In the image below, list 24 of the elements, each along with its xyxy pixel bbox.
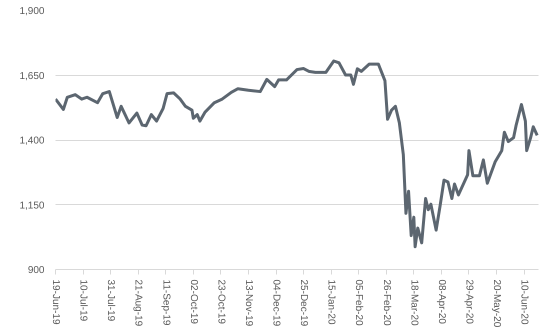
x-tick-label: 21-Aug-19 — [132, 280, 144, 327]
y-tick-label: 1,400 — [19, 136, 45, 146]
x-tick-label: 08-Apr-20 — [436, 280, 447, 324]
x-tick-label: 13-Nov-19 — [242, 280, 254, 327]
y-tick-label: 900 — [28, 265, 45, 276]
y-tick-label: 1,900 — [19, 6, 45, 17]
x-tick-label: 29-Apr-20 — [463, 280, 474, 324]
x-tick-label: 23-Oct-19 — [215, 280, 226, 324]
x-tick-label: 25-Dec-19 — [298, 280, 310, 327]
x-tick-label: 31-Jul-19 — [105, 280, 116, 322]
x-tick-label: 20-May-20 — [491, 280, 502, 328]
x-tick-label: 04-Dec-19 — [270, 280, 282, 327]
x-tick-label: 10-Jun-20 — [518, 280, 530, 325]
y-tick-label: 1,650 — [19, 70, 45, 82]
x-tick-label: 05-Feb-20 — [353, 280, 364, 326]
x-tick-label: 15-Jan-20 — [326, 280, 337, 325]
x-tick-label: 19-Jun-19 — [50, 280, 61, 325]
y-tick-label: 1,150 — [19, 200, 45, 212]
x-tick-label: 18-Mar-20 — [408, 280, 420, 326]
x-tick-label: 10-Jul-19 — [78, 280, 89, 322]
line-series — [56, 60, 538, 248]
x-tick-label: 11-Sep-19 — [160, 280, 172, 326]
x-tick-label: 26-Feb-20 — [380, 280, 392, 326]
x-tick-label: 02-Oct-19 — [188, 280, 199, 324]
